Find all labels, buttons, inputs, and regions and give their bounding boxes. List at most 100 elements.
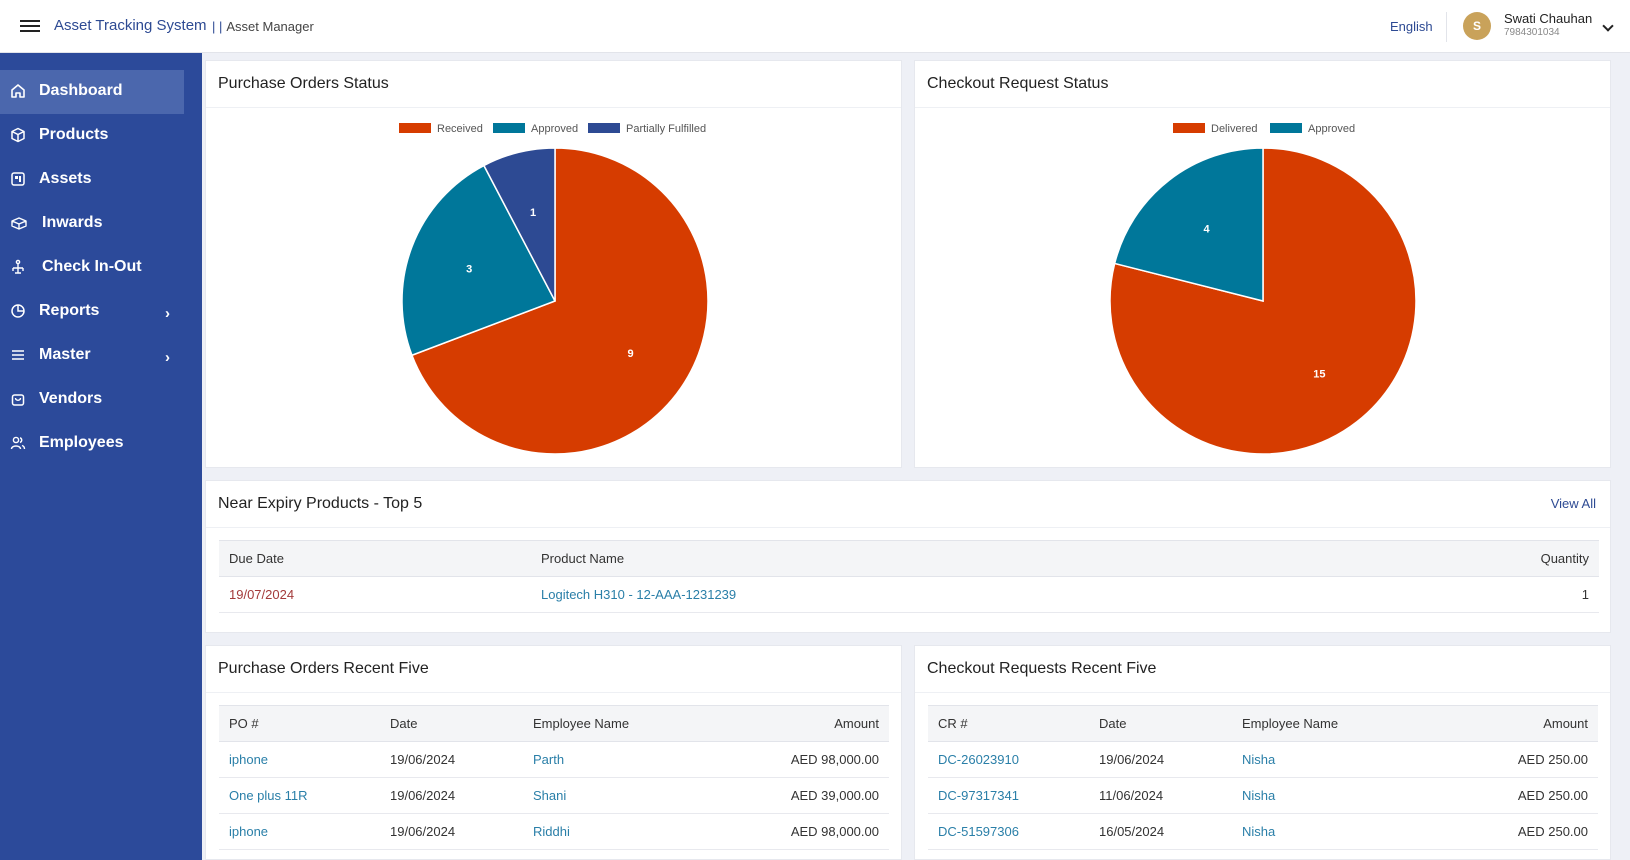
checkout-status-card: Checkout Request Status Delivered Approv… (914, 60, 1611, 468)
table-header-row: Due Date Product Name Quantity (219, 540, 1599, 577)
pie-slice-partially-fulfilled[interactable] (482, 147, 556, 302)
sidebar-item-inwards[interactable]: Inwards (0, 202, 184, 246)
near-expiry-card: Near Expiry Products - Top 5 View All Du… (205, 480, 1611, 633)
po-number-link[interactable]: iphone (219, 741, 380, 778)
near-expiry-table: Due Date Product Name Quantity 19/07/202… (219, 540, 1599, 613)
sidebar-item-employees[interactable]: Employees (0, 422, 184, 466)
hamburger-menu-icon[interactable] (20, 20, 40, 34)
amount-cell: AED 98,000.00 (709, 741, 889, 778)
po-number-link[interactable]: One plus 11R (219, 777, 380, 814)
pie-slice-label: 1 (530, 207, 536, 219)
avatar[interactable]: S (1463, 12, 1491, 40)
table-row: iphone 19/06/2024 Parth AED 98,000.00 (219, 741, 889, 778)
sidebar-item-label: Employees (39, 434, 124, 451)
card-divider (206, 692, 901, 693)
cr-number-link[interactable]: DC-97317341 (928, 777, 1089, 814)
date-cell: 16/05/2024 (1089, 813, 1232, 850)
po-status-pie-chart: 9 3 1 (401, 147, 709, 455)
card-divider (915, 107, 1610, 108)
legend-label: Received (437, 123, 483, 135)
sidebar: Dashboard Products Assets Inwards Check … (0, 53, 202, 860)
sidebar-item-label: Inwards (42, 214, 103, 231)
checkin-icon (10, 259, 26, 275)
pie-slice-label: 4 (1204, 224, 1211, 236)
legend-item-delivered[interactable]: Delivered (1173, 123, 1257, 135)
sidebar-item-reports[interactable]: Reports › (0, 290, 184, 334)
cr-number-link[interactable]: DC-51597306 (928, 813, 1089, 850)
checkout-status-pie-chart: 15 4 (1109, 147, 1417, 455)
pie-slice-label: 3 (466, 263, 472, 275)
legend-label: Delivered (1211, 123, 1258, 135)
sidebar-item-check-in-out[interactable]: Check In-Out (0, 246, 184, 290)
box-icon (10, 215, 27, 231)
product-name-link[interactable]: Logitech H310 - 12-AAA-1231239 (531, 576, 1459, 613)
language-selector[interactable]: English (1390, 19, 1433, 34)
pie-slice-approved[interactable] (401, 164, 557, 357)
bag-icon (10, 391, 26, 407)
column-header-cr-number: CR # (928, 705, 1089, 742)
column-header-due-date: Due Date (219, 540, 531, 577)
table-row: DC-97317341 11/06/2024 Nisha AED 250.00 (928, 777, 1598, 814)
sidebar-item-dashboard[interactable]: Dashboard (0, 70, 184, 114)
amount-cell: AED 250.00 (1418, 741, 1598, 778)
employee-name-link[interactable]: Nisha (1232, 741, 1418, 778)
near-expiry-title: Near Expiry Products - Top 5 (218, 495, 423, 512)
amount-cell: AED 39,000.00 (709, 777, 889, 814)
po-number-link[interactable]: iphone (219, 813, 380, 850)
legend-swatch (1173, 123, 1205, 133)
column-header-quantity: Quantity (1459, 540, 1599, 577)
legend-swatch (493, 123, 525, 133)
cube-icon (10, 127, 26, 143)
column-header-date: Date (380, 705, 523, 742)
column-header-date: Date (1089, 705, 1232, 742)
pie-slice-approved[interactable] (1113, 147, 1264, 302)
chevron-right-icon: › (165, 305, 170, 322)
table-row: DC-26023910 19/06/2024 Nisha AED 250.00 (928, 741, 1598, 778)
sidebar-item-master[interactable]: Master › (0, 334, 184, 378)
cr-number-link[interactable]: DC-26023910 (928, 741, 1089, 778)
legend-swatch (399, 123, 431, 133)
legend-item-approved[interactable]: Approved (493, 123, 578, 135)
legend-swatch (1270, 123, 1302, 133)
employee-name-link[interactable]: Riddhi (523, 813, 709, 850)
employee-name-link[interactable]: Parth (523, 741, 709, 778)
sidebar-item-vendors[interactable]: Vendors (0, 378, 184, 422)
header-divider (1446, 12, 1447, 42)
asset-icon (10, 171, 26, 187)
sidebar-item-products[interactable]: Products (0, 114, 184, 158)
date-cell: 19/06/2024 (380, 813, 523, 850)
employee-name-link[interactable]: Nisha (1232, 777, 1418, 814)
legend-swatch (588, 123, 620, 133)
column-header-employee-name: Employee Name (1232, 705, 1418, 742)
cr-recent-card: Checkout Requests Recent Five CR # Date … (914, 645, 1611, 860)
po-status-title: Purchase Orders Status (218, 75, 389, 92)
employee-name-link[interactable]: Nisha (1232, 813, 1418, 850)
date-cell: 19/06/2024 (1089, 741, 1232, 778)
app-subtitle-text: Asset Manager (226, 19, 314, 34)
column-header-product-name: Product Name (531, 540, 1459, 577)
quantity-cell: 1 (1459, 576, 1599, 613)
employee-name-link[interactable]: Shani (523, 777, 709, 814)
checkout-status-title: Checkout Request Status (927, 75, 1109, 92)
date-cell: 19/06/2024 (380, 741, 523, 778)
po-recent-title: Purchase Orders Recent Five (218, 660, 429, 677)
view-all-link[interactable]: View All (1550, 496, 1596, 511)
column-header-po-number: PO # (219, 705, 380, 742)
sidebar-item-label: Reports (39, 302, 100, 319)
sidebar-item-label: Check In-Out (42, 258, 142, 275)
pie-slice-received[interactable] (410, 147, 709, 455)
chevron-down-icon[interactable] (1602, 20, 1614, 32)
legend-item-partially-fulfilled[interactable]: Partially Fulfilled (588, 123, 706, 135)
table-header-row: PO # Date Employee Name Amount (219, 705, 889, 742)
cr-recent-title: Checkout Requests Recent Five (927, 660, 1157, 677)
sidebar-item-assets[interactable]: Assets (0, 158, 184, 202)
user-name[interactable]: Swati Chauhan (1504, 11, 1593, 26)
app-title[interactable]: Asset Tracking System (54, 17, 207, 34)
column-header-amount: Amount (1418, 705, 1598, 742)
pie-slice-label: 15 (1313, 368, 1325, 380)
cr-recent-table: CR # Date Employee Name Amount DC-260239… (928, 705, 1598, 850)
legend-label: Partially Fulfilled (626, 123, 707, 135)
legend-item-approved[interactable]: Approved (1270, 123, 1355, 135)
top-header: Asset Tracking System | | Asset Manager E… (0, 0, 1630, 53)
legend-item-received[interactable]: Received (399, 123, 483, 135)
